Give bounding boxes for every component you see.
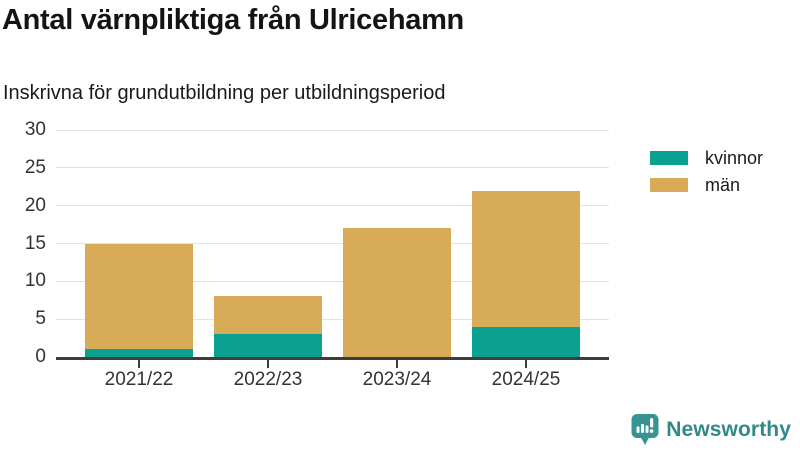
gridline <box>56 318 609 320</box>
legend-swatch-kvinnor <box>650 151 688 165</box>
newsworthy-logo[interactable]: Newsworthy <box>631 413 791 447</box>
legend-swatch-män <box>650 178 688 192</box>
newsworthy-logo-text: Newsworthy <box>666 418 791 441</box>
chart-subtitle: Inskrivna för grundutbildning per utbild… <box>3 82 446 104</box>
x-axis: 2021/22 2022/23 2023/24 2024/25 <box>56 369 609 393</box>
plot-area <box>56 129 609 368</box>
y-axis-tick-label: 5 <box>35 308 46 330</box>
x-axis-tick <box>396 360 398 368</box>
x-axis-tick-label: 2023/24 <box>362 369 432 390</box>
legend-label-män: män <box>705 174 741 195</box>
legend-item-kvinnor: kvinnor <box>650 148 763 168</box>
bar-segment-män-1 <box>214 296 322 335</box>
y-axis-tick-label: 15 <box>24 232 46 254</box>
y-axis-tick-label: 10 <box>24 270 46 292</box>
gridline <box>56 280 609 282</box>
y-axis-tick-label: 30 <box>24 119 46 140</box>
bar-segment-kvinnor-0 <box>85 349 193 357</box>
y-axis-tick-label: 0 <box>35 346 46 367</box>
x-axis-tick <box>138 360 140 368</box>
gridline <box>56 129 609 131</box>
x-axis-tick-label: 2021/22 <box>104 369 174 390</box>
gridline <box>56 167 609 169</box>
bar-segment-män-2 <box>343 228 451 357</box>
y-axis-tick-label: 25 <box>24 156 46 178</box>
x-axis-tick <box>267 360 269 368</box>
bar-segment-kvinnor-3 <box>472 326 580 357</box>
legend: kvinnor män <box>650 148 763 205</box>
y-axis: 0 5 10 15 20 25 30 <box>0 119 46 367</box>
bar-segment-män-3 <box>472 190 580 327</box>
y-axis-tick-label: 20 <box>24 194 46 216</box>
newsworthy-bar-chart-bubble-icon <box>631 414 659 445</box>
gridline <box>56 205 609 207</box>
bar-segment-män-0 <box>85 243 193 350</box>
legend-item-män: män <box>650 175 763 195</box>
bar-segment-kvinnor-1 <box>214 334 322 357</box>
gridline <box>56 243 609 244</box>
x-axis-tick-label: 2024/25 <box>491 369 561 390</box>
x-axis-tick-label: 2022/23 <box>233 369 303 390</box>
chart-title: Antal värnpliktiga från Ulricehamn <box>2 4 464 36</box>
legend-label-kvinnor: kvinnor <box>705 147 764 168</box>
x-axis-tick <box>525 360 527 368</box>
